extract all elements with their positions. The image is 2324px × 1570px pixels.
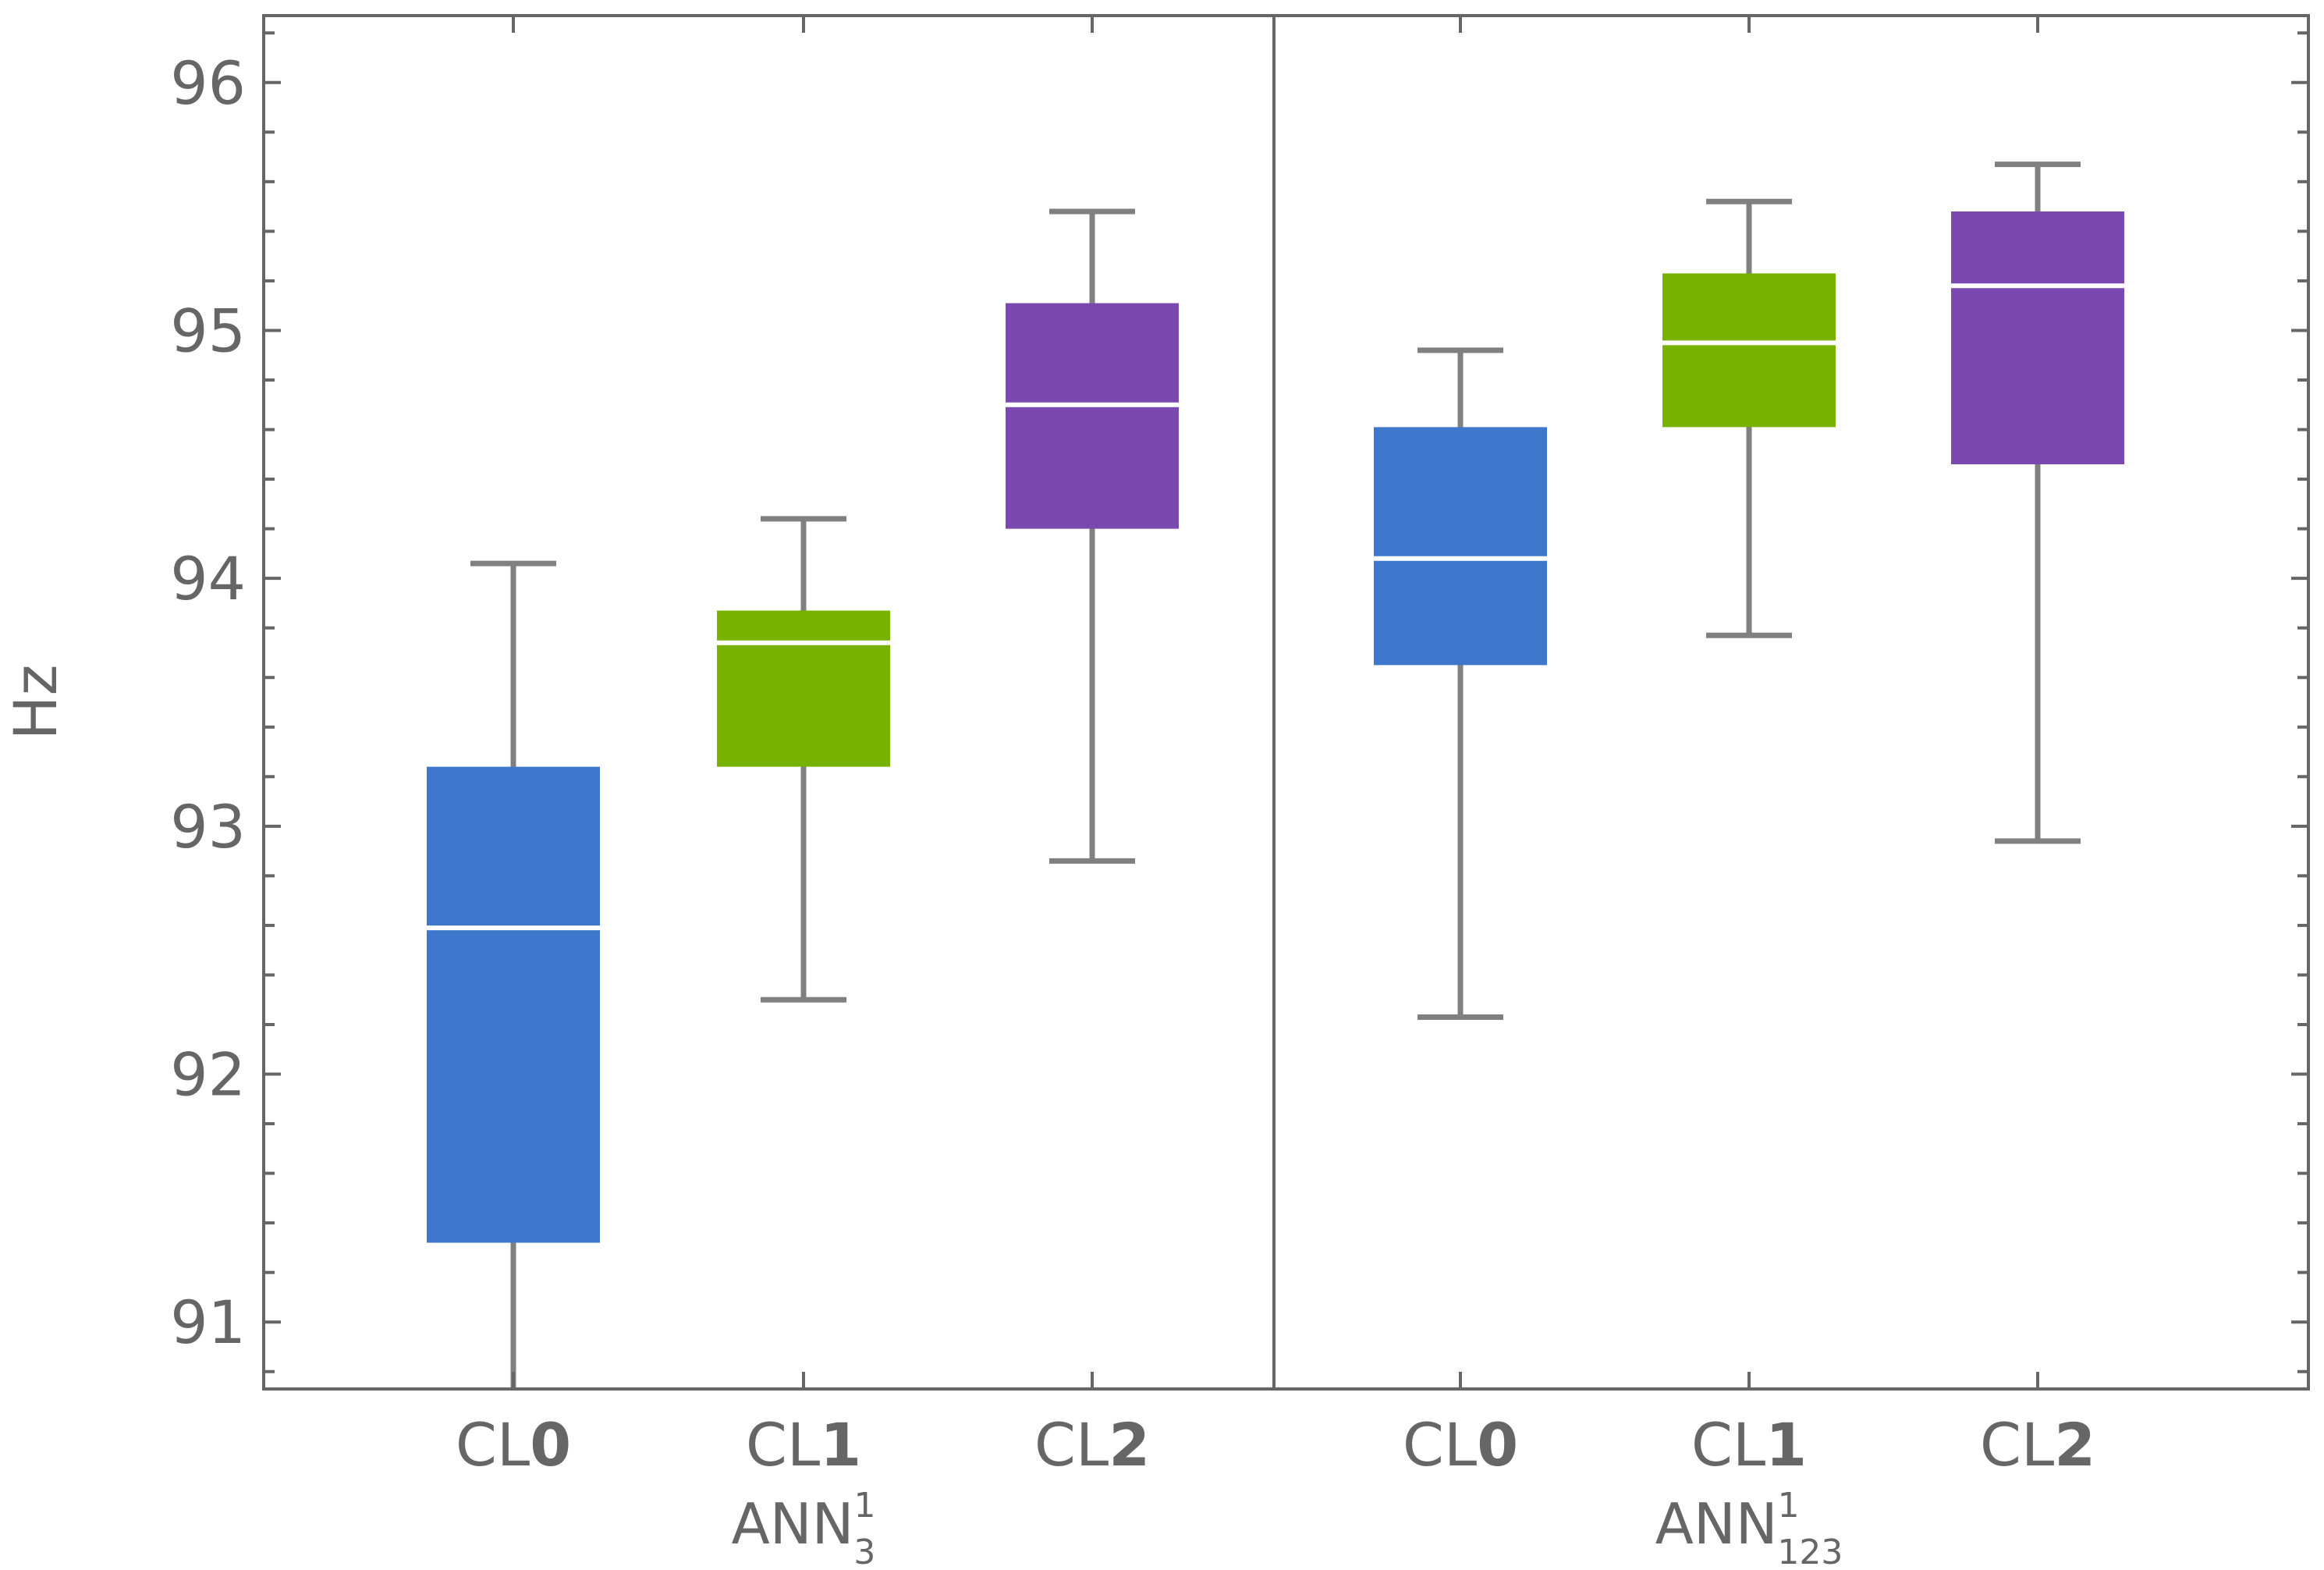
category-prefix: CL — [1980, 1410, 2054, 1479]
category-label: CL0 — [1403, 1410, 1518, 1479]
y-tick-label: 91 — [170, 1288, 246, 1357]
box-1-CL0 — [427, 560, 600, 1389]
box-2-CL1 — [1662, 198, 1836, 638]
box-body — [717, 610, 890, 767]
group-label: ANN1 3 — [732, 1486, 876, 1570]
y-tick-label: 94 — [170, 544, 246, 613]
box-2-CL2 — [1951, 162, 2124, 844]
category-number: 0 — [1477, 1410, 1518, 1479]
category-prefix: CL — [1691, 1410, 1765, 1479]
category-label: CL1 — [1691, 1410, 1807, 1479]
category-label: CL2 — [1980, 1410, 2095, 1479]
y-tick-label: 93 — [170, 792, 246, 861]
box-body — [1006, 303, 1179, 529]
category-prefix: CL — [1403, 1410, 1477, 1479]
category-number: 2 — [1109, 1410, 1150, 1479]
category-label: CL1 — [746, 1410, 861, 1479]
plot-area — [427, 162, 2124, 1389]
category-prefix: CL — [746, 1410, 820, 1479]
group-subscript: 3 — [853, 1533, 875, 1570]
y-axis-label: Hz — [1, 664, 70, 740]
group-label: ANN1 123 — [1655, 1486, 1843, 1570]
category-label: CL0 — [456, 1410, 571, 1479]
box-body — [427, 766, 600, 1243]
box-2-CL0 — [1374, 347, 1547, 1020]
box-body — [1374, 427, 1547, 666]
category-number: 0 — [530, 1410, 571, 1479]
category-prefix: CL — [1034, 1410, 1109, 1479]
box-1-CL1 — [717, 516, 890, 1003]
category-number: 2 — [2054, 1410, 2095, 1479]
plot-frame — [262, 14, 2310, 1391]
group-name: ANN — [1655, 1491, 1778, 1557]
group-superscript: 1 — [853, 1486, 875, 1526]
category-number: 1 — [1765, 1410, 1807, 1479]
group-subscript: 123 — [1777, 1533, 1843, 1570]
y-tick-label: 95 — [170, 296, 246, 365]
category-number: 1 — [820, 1410, 861, 1479]
box-body — [1951, 211, 2124, 465]
box-body — [1662, 273, 1836, 428]
y-tick-label: 96 — [170, 48, 246, 118]
category-label: CL2 — [1034, 1410, 1150, 1479]
category-prefix: CL — [456, 1410, 530, 1479]
group-superscript: 1 — [1778, 1486, 1800, 1526]
group-name: ANN — [732, 1491, 854, 1557]
y-tick-label: 92 — [170, 1040, 246, 1110]
box-1-CL2 — [1006, 208, 1179, 864]
